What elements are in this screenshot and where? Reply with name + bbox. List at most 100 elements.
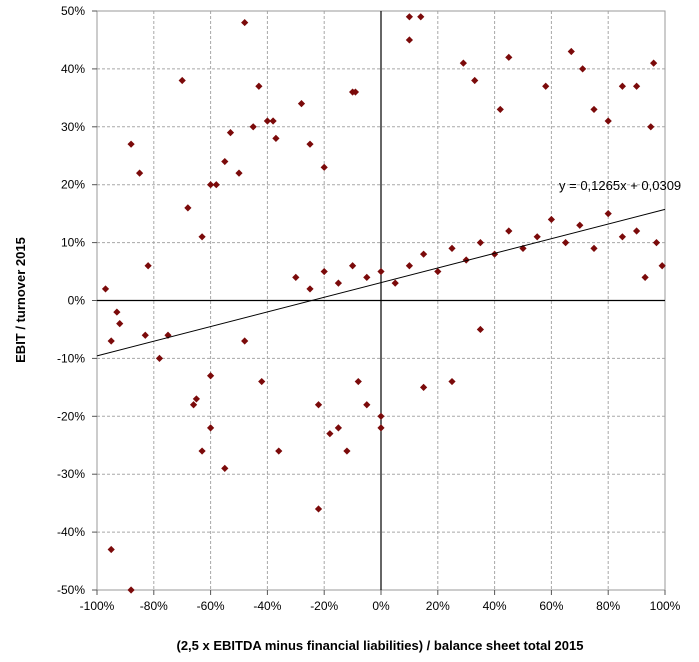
data-point bbox=[241, 337, 249, 345]
y-tick-label: -10% bbox=[57, 351, 85, 365]
data-point bbox=[351, 88, 360, 96]
data-point bbox=[349, 262, 357, 270]
x-tick-label: -100% bbox=[80, 599, 115, 613]
x-tick-label: 80% bbox=[596, 599, 620, 613]
y-axis-title: EBIT / turnover 2015 bbox=[13, 237, 28, 363]
data-point bbox=[221, 464, 229, 473]
data-point bbox=[641, 273, 649, 281]
data-point bbox=[590, 244, 598, 252]
data-point bbox=[567, 47, 575, 56]
data-point bbox=[272, 134, 280, 142]
data-point bbox=[127, 140, 135, 148]
axes bbox=[92, 10, 666, 595]
data-point bbox=[562, 239, 570, 247]
data-point bbox=[198, 233, 206, 241]
data-point bbox=[590, 105, 598, 114]
data-point bbox=[306, 285, 314, 293]
x-tick-label: 60% bbox=[539, 599, 563, 613]
data-point bbox=[334, 279, 342, 287]
data-point bbox=[579, 65, 587, 73]
data-point bbox=[320, 267, 328, 276]
data-point bbox=[420, 383, 428, 391]
data-point bbox=[184, 204, 192, 212]
data-point bbox=[576, 221, 584, 229]
data-point bbox=[434, 267, 442, 276]
data-point bbox=[647, 123, 655, 131]
data-point bbox=[652, 239, 661, 247]
x-tick-label: 100% bbox=[650, 599, 681, 613]
data-point bbox=[505, 53, 513, 61]
data-point bbox=[320, 163, 328, 171]
x-axis-title: (2,5 x EBITDA minus financial liabilitie… bbox=[177, 638, 584, 653]
data-point bbox=[363, 401, 371, 409]
data-point bbox=[136, 169, 144, 177]
data-point bbox=[306, 140, 314, 148]
data-point bbox=[405, 36, 413, 44]
y-tick-label: -50% bbox=[57, 583, 85, 597]
data-point bbox=[391, 279, 399, 287]
y-tick-label: -40% bbox=[57, 525, 85, 539]
data-point bbox=[255, 82, 263, 90]
data-point bbox=[505, 227, 513, 235]
y-tick-label: 40% bbox=[61, 62, 85, 76]
data-point bbox=[405, 13, 413, 21]
data-point bbox=[650, 59, 658, 67]
data-point bbox=[207, 372, 215, 380]
tick-labels: -100% -80% -60% -40% -20% 0% 20% 40% 60% 80% 100% 5… bbox=[57, 4, 681, 613]
x-tick-label: -60% bbox=[197, 599, 225, 613]
y-tick-label: 20% bbox=[61, 178, 85, 192]
data-point bbox=[547, 215, 555, 224]
data-point bbox=[198, 447, 206, 455]
trendline-equation: y = 0,1265x + 0,0309 bbox=[559, 178, 681, 193]
data-point bbox=[314, 505, 323, 513]
data-point bbox=[604, 117, 612, 125]
data-point bbox=[618, 233, 626, 241]
y-tick-label: 30% bbox=[61, 120, 85, 134]
data-point bbox=[459, 59, 467, 67]
data-point bbox=[178, 76, 186, 85]
grid-lines bbox=[97, 11, 665, 590]
data-point bbox=[377, 412, 385, 420]
data-point bbox=[448, 377, 456, 386]
data-point bbox=[343, 447, 351, 455]
y-tick-label: 50% bbox=[61, 4, 85, 18]
data-point bbox=[363, 273, 371, 281]
x-tick-label: 0% bbox=[372, 599, 390, 613]
data-point bbox=[144, 262, 152, 270]
y-tick-label: -30% bbox=[57, 467, 85, 481]
data-point bbox=[258, 377, 266, 386]
data-point bbox=[116, 320, 124, 328]
data-point bbox=[297, 100, 306, 108]
data-point bbox=[263, 117, 271, 125]
data-point bbox=[101, 285, 110, 293]
data-point bbox=[405, 262, 413, 270]
x-tick-label: -80% bbox=[140, 599, 168, 613]
y-tick-label: -20% bbox=[57, 409, 85, 423]
data-point bbox=[471, 76, 479, 85]
trendline bbox=[96, 208, 666, 357]
data-point bbox=[127, 586, 135, 594]
data-point bbox=[377, 424, 385, 432]
data-point bbox=[207, 181, 215, 189]
data-point bbox=[235, 169, 243, 177]
data-point bbox=[113, 308, 121, 316]
data-point bbox=[226, 128, 235, 137]
data-point bbox=[476, 325, 484, 334]
data-point bbox=[269, 117, 277, 125]
data-point bbox=[618, 82, 626, 90]
data-point bbox=[491, 250, 499, 258]
data-point bbox=[249, 123, 257, 131]
data-point bbox=[604, 210, 612, 218]
data-point bbox=[141, 331, 149, 339]
data-point bbox=[354, 377, 362, 386]
data-point bbox=[241, 18, 249, 27]
data-point bbox=[377, 267, 385, 276]
data-point bbox=[476, 239, 484, 247]
data-point bbox=[542, 82, 550, 90]
data-point bbox=[658, 262, 666, 270]
data-point bbox=[155, 354, 164, 362]
data-point bbox=[314, 401, 323, 409]
trendline-group: y = 0,1265x + 0,0309 bbox=[96, 178, 681, 357]
data-point bbox=[107, 337, 115, 345]
